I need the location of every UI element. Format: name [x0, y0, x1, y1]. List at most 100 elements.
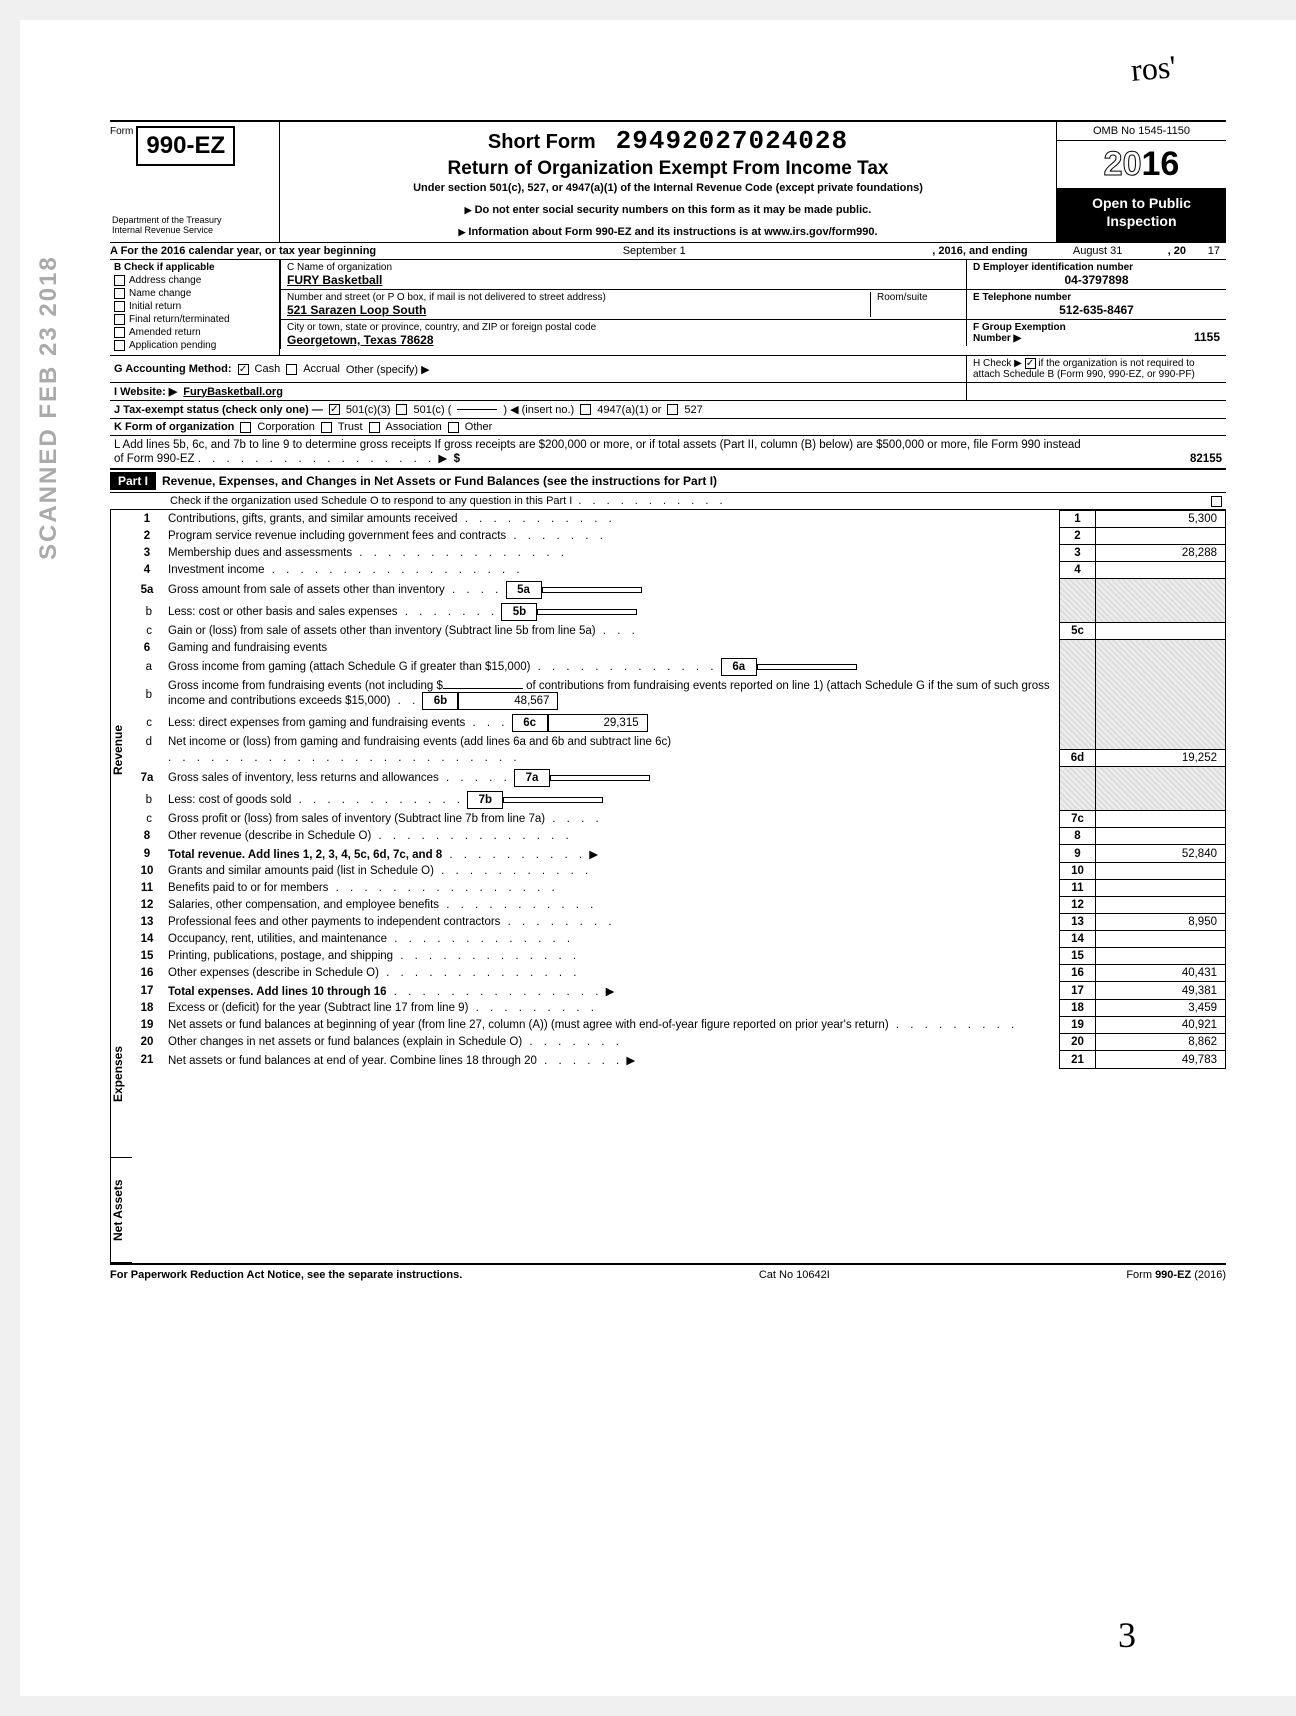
- ein-label: D Employer identification number: [973, 262, 1220, 273]
- cb-name-change[interactable]: Name change: [114, 288, 275, 299]
- val-18: 3,459: [1096, 1000, 1226, 1017]
- val-19: 40,921: [1096, 1017, 1226, 1034]
- footer-right: Form 990-EZ (2016): [1126, 1269, 1226, 1281]
- val-21: 49,783: [1096, 1051, 1226, 1069]
- street: 521 Sarazen Loop South: [287, 303, 870, 317]
- group-num: 1155: [1066, 330, 1220, 344]
- lines-table: 1Contributions, gifts, grants, and simil…: [132, 510, 1226, 1069]
- header-right: OMB No 1545-1150 20201616 Open to Public…: [1056, 122, 1226, 242]
- omb-number: OMB No 1545-1150: [1057, 122, 1226, 141]
- dept-label: Department of the Treasury Internal Reve…: [110, 212, 275, 240]
- line-g-label: G Accounting Method:: [114, 363, 232, 375]
- val-10: [1096, 863, 1226, 880]
- cb-trust[interactable]: [321, 422, 332, 433]
- cb-4947[interactable]: [580, 404, 591, 415]
- city-label: City or town, state or province, country…: [287, 322, 960, 333]
- form-number: 990-EZ: [136, 126, 235, 166]
- val-6b: 48,567: [458, 692, 558, 710]
- val-2: [1096, 528, 1226, 545]
- info-line-1: Do not enter social security numbers on …: [288, 204, 1048, 216]
- street-label: Number and street (or P O box, if mail i…: [287, 292, 870, 303]
- part-1-label: Part I: [110, 472, 156, 490]
- line-a-yr-prefix: , 20: [1168, 245, 1186, 257]
- footer-mid: Cat No 10642I: [759, 1269, 830, 1281]
- line-k: K Form of organization Corporation Trust…: [110, 419, 1226, 436]
- part-1-check: Check if the organization used Schedule …: [110, 493, 1226, 510]
- scanned-stamp: SCANNED FEB 23 2018: [35, 255, 63, 560]
- val-3: 28,288: [1096, 545, 1226, 562]
- line-j: J Tax-exempt status (check only one) — ✓…: [110, 401, 1226, 419]
- part-1-header: Part I Revenue, Expenses, and Changes in…: [110, 469, 1226, 493]
- val-4: [1096, 562, 1226, 579]
- cb-527[interactable]: [667, 404, 678, 415]
- handwritten-page-number: 3: [1118, 1614, 1136, 1656]
- val-8: [1096, 828, 1226, 845]
- phone-label: E Telephone number: [973, 292, 1220, 303]
- val-15: [1096, 948, 1226, 965]
- ein: 04-3797898: [973, 273, 1220, 287]
- line-l-amount: 82155: [1092, 453, 1222, 465]
- header-left: Form 990-EZ Department of the Treasury I…: [110, 122, 280, 242]
- main-table: Revenue Expenses Net Assets 1Contributio…: [110, 510, 1226, 1263]
- line-l: L Add lines 5b, 6c, and 7b to line 9 to …: [110, 436, 1226, 469]
- line-j-label: J Tax-exempt status (check only one) —: [114, 404, 323, 416]
- grid-bcd: B Check if applicable Address change Nam…: [110, 260, 1226, 356]
- section-revenue: Revenue: [110, 510, 132, 990]
- form-year: 20201616: [1057, 141, 1226, 188]
- info-line-2: Information about Form 990-EZ and its in…: [288, 226, 1048, 238]
- form-subtitle: Under section 501(c), 527, or 4947(a)(1)…: [288, 182, 1048, 194]
- stamp-number: 29492027024028: [616, 126, 848, 156]
- line-i-label: I Website: ▶: [114, 385, 177, 398]
- val-20: 8,862: [1096, 1034, 1226, 1051]
- group-label: F Group Exemption Number ▶: [973, 322, 1066, 344]
- col-c: C Name of organization FURY Basketball N…: [280, 260, 966, 355]
- cb-501c3[interactable]: ✓: [329, 404, 340, 415]
- val-13: 8,950: [1096, 914, 1226, 931]
- cb-accrual[interactable]: [286, 364, 297, 375]
- org-name: FURY Basketball: [287, 273, 960, 287]
- cb-assoc[interactable]: [369, 422, 380, 433]
- header-mid: Short Form 29492027024028 Return of Orga…: [280, 122, 1056, 242]
- col-b-header: B Check if applicable: [114, 262, 275, 273]
- val-12: [1096, 897, 1226, 914]
- line-a-yr: 17: [1186, 245, 1226, 257]
- name-label: C Name of organization: [287, 262, 960, 273]
- footer-left: For Paperwork Reduction Act Notice, see …: [110, 1269, 462, 1281]
- cb-corp[interactable]: [240, 422, 251, 433]
- cb-other[interactable]: [448, 422, 459, 433]
- form-prefix: Form: [110, 126, 133, 137]
- cb-address-change[interactable]: Address change: [114, 275, 275, 286]
- val-6d: 19,252: [1096, 750, 1226, 767]
- cb-schedule-o[interactable]: [1211, 496, 1222, 507]
- val-11: [1096, 880, 1226, 897]
- line-a-end: August 31: [1028, 245, 1168, 257]
- section-expenses: Expenses: [110, 990, 132, 1158]
- cb-initial-return[interactable]: Initial return: [114, 301, 275, 312]
- col-b: B Check if applicable Address change Nam…: [110, 260, 280, 355]
- page-footer: For Paperwork Reduction Act Notice, see …: [110, 1263, 1226, 1281]
- open-to-public: Open to Public Inspection: [1057, 188, 1226, 242]
- val-14: [1096, 931, 1226, 948]
- val-9: 52,840: [1096, 845, 1226, 863]
- cb-app-pending[interactable]: Application pending: [114, 340, 275, 351]
- cb-cash[interactable]: ✓: [238, 364, 249, 375]
- handwritten-note: ros': [1130, 48, 1178, 89]
- city: Georgetown, Texas 78628: [287, 333, 960, 347]
- line-a-mid: , 2016, and ending: [932, 245, 1027, 257]
- line-k-label: K Form of organization: [114, 421, 234, 433]
- val-17: 49,381: [1096, 982, 1226, 1000]
- section-netassets: Net Assets: [110, 1158, 132, 1263]
- cb-h[interactable]: ✓: [1025, 358, 1036, 369]
- line-a: A For the 2016 calendar year, or tax yea…: [110, 243, 1226, 260]
- line-h-text: H Check ▶: [973, 358, 1022, 369]
- cb-501c[interactable]: [396, 404, 407, 415]
- line-i: I Website: ▶ FuryBasketball.org: [110, 383, 1226, 401]
- phone: 512-635-8467: [973, 303, 1220, 317]
- line-a-prefix: A For the 2016 calendar year, or tax yea…: [110, 245, 376, 257]
- form-header: Form 990-EZ Department of the Treasury I…: [110, 120, 1226, 243]
- cb-final-return[interactable]: Final return/terminated: [114, 314, 275, 325]
- val-5c: [1096, 623, 1226, 640]
- cb-amended[interactable]: Amended return: [114, 327, 275, 338]
- col-d: D Employer identification number 04-3797…: [966, 260, 1226, 355]
- val-7c: [1096, 811, 1226, 828]
